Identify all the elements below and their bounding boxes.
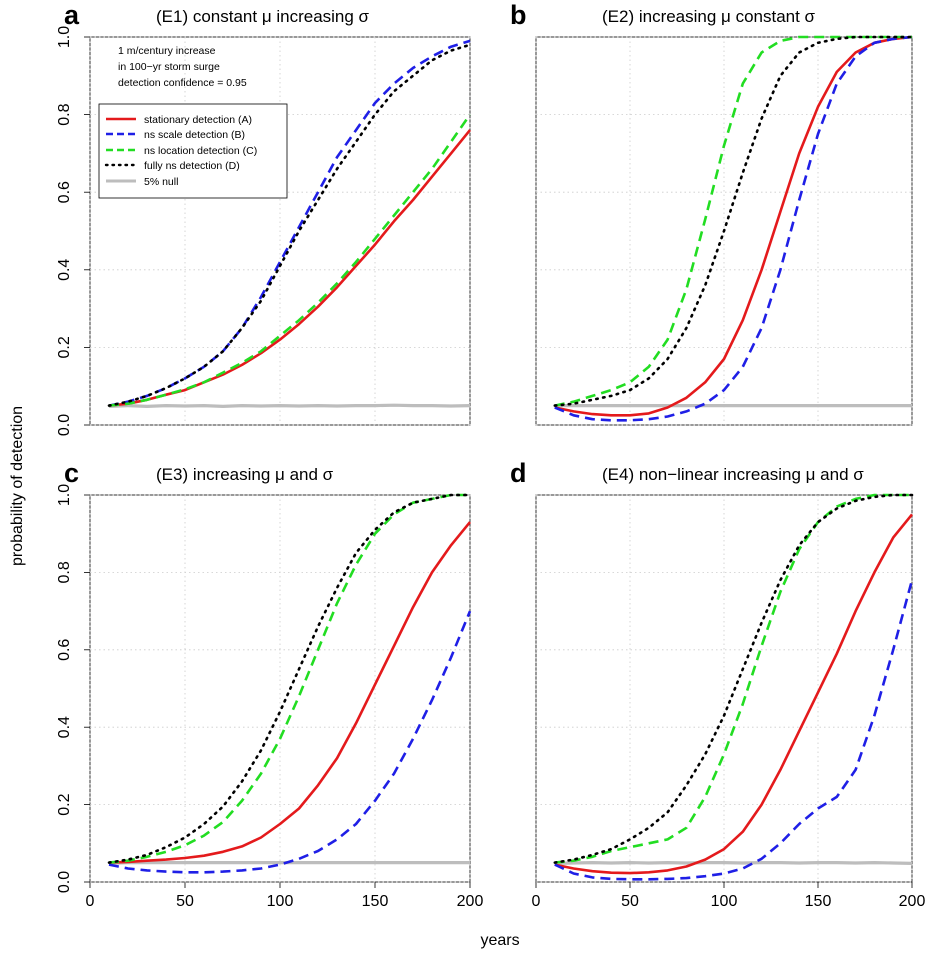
y-tick-label: 0.4 <box>56 716 73 738</box>
x-tick-label: 200 <box>899 893 926 910</box>
legend-label-null: 5% null <box>144 176 178 188</box>
series-line-fully-ns <box>553 35 914 407</box>
panel-b: b (E2) increasing μ constant σ <box>510 0 914 426</box>
annotation-line-2: in 100−yr storm surge <box>118 61 220 73</box>
legend-item: ns location detection (C) <box>106 145 257 157</box>
y-tick-label: 1.0 <box>56 484 73 506</box>
y-tick-label: 0.2 <box>56 793 73 815</box>
series-line-stationary <box>108 521 472 864</box>
panel-letter: a <box>64 0 80 30</box>
panel-letter: b <box>510 0 527 30</box>
x-tick-label: 150 <box>362 893 389 910</box>
y-tick-label: 0.6 <box>56 639 73 661</box>
series-line-stationary <box>108 129 472 407</box>
annotation-line-1: 1 m/century increase <box>118 45 216 57</box>
series-line-fully-ns <box>107 43 472 407</box>
legend-label-fully-ns: fully ns detection (D) <box>144 160 240 172</box>
series-line-ns-scale <box>554 35 913 422</box>
series-line-ns-location <box>554 493 912 864</box>
y-tick-label: 0.0 <box>56 871 73 893</box>
series-line-ns-scale <box>108 39 471 407</box>
x-tick-label: 200 <box>457 893 484 910</box>
y-tick-label: 0.8 <box>56 103 73 125</box>
legend-item: fully ns detection (D) <box>104 160 240 172</box>
series-line-ns-scale <box>108 610 472 874</box>
x-tick-label: 100 <box>267 893 294 910</box>
legend-item: ns scale detection (B) <box>106 129 245 141</box>
legend-item: stationary detection (A) <box>106 114 252 126</box>
y-tick-label: 0.6 <box>56 181 73 203</box>
series-line-null <box>554 860 913 865</box>
y-tick-label: 1.0 <box>56 26 73 48</box>
series-line-fully-ns <box>107 493 472 864</box>
legend-item: 5% null <box>106 176 178 188</box>
panel-title: (E2) increasing μ constant σ <box>602 7 816 26</box>
x-tick-label: 50 <box>621 893 639 910</box>
y-tick-label: 0.8 <box>56 561 73 583</box>
annotation: 1 m/century increase in 100−yr storm sur… <box>118 45 247 89</box>
x-tick-label: 50 <box>176 893 194 910</box>
x-tick-label: 150 <box>805 893 832 910</box>
panel-d: 0 50 100 150 200 d (E4) non−linear increasing … <box>510 458 925 910</box>
legend: stationary detection (A) ns scale detect… <box>98 103 288 199</box>
legend-label-ns-scale: ns scale detection (B) <box>144 129 245 141</box>
x-tick-label: 100 <box>711 893 738 910</box>
panel-title: (E1) constant μ increasing σ <box>156 7 370 26</box>
panel-c: 0 50 100 150 200 0.0 0.2 0.4 0.6 0.8 1.0c (E3) incr… <box>56 458 483 910</box>
panel-title: (E4) non−linear increasing μ and σ <box>602 465 864 484</box>
x-tick-label: 0 <box>532 893 541 910</box>
x-axis-title: years <box>480 932 519 949</box>
panel-letter: c <box>64 458 79 488</box>
series-line-stationary <box>554 35 913 417</box>
y-tick-label: 0.2 <box>56 336 73 358</box>
x-tick-label: 0 <box>86 893 95 910</box>
series-line-null <box>108 403 471 408</box>
series-line-ns-location <box>108 113 472 407</box>
panel-a: 0.0 0.2 0.4 0.6 0.8 1.0a (E1) constant μ incre… <box>56 0 472 436</box>
y-tick-label: 0.4 <box>56 259 73 281</box>
legend-label-stationary: stationary detection (A) <box>144 114 252 126</box>
y-axis-title: probability of detection <box>9 406 26 566</box>
legend-label-ns-location: ns location detection (C) <box>144 145 257 157</box>
y-tick-label: 0.0 <box>56 414 73 436</box>
annotation-line-3: detection confidence = 0.95 <box>118 77 247 89</box>
panel-title: (E3) increasing μ and σ <box>156 465 334 484</box>
series-line-stationary <box>554 513 914 875</box>
series-line-ns-scale <box>554 579 914 881</box>
panel-letter: d <box>510 458 527 488</box>
